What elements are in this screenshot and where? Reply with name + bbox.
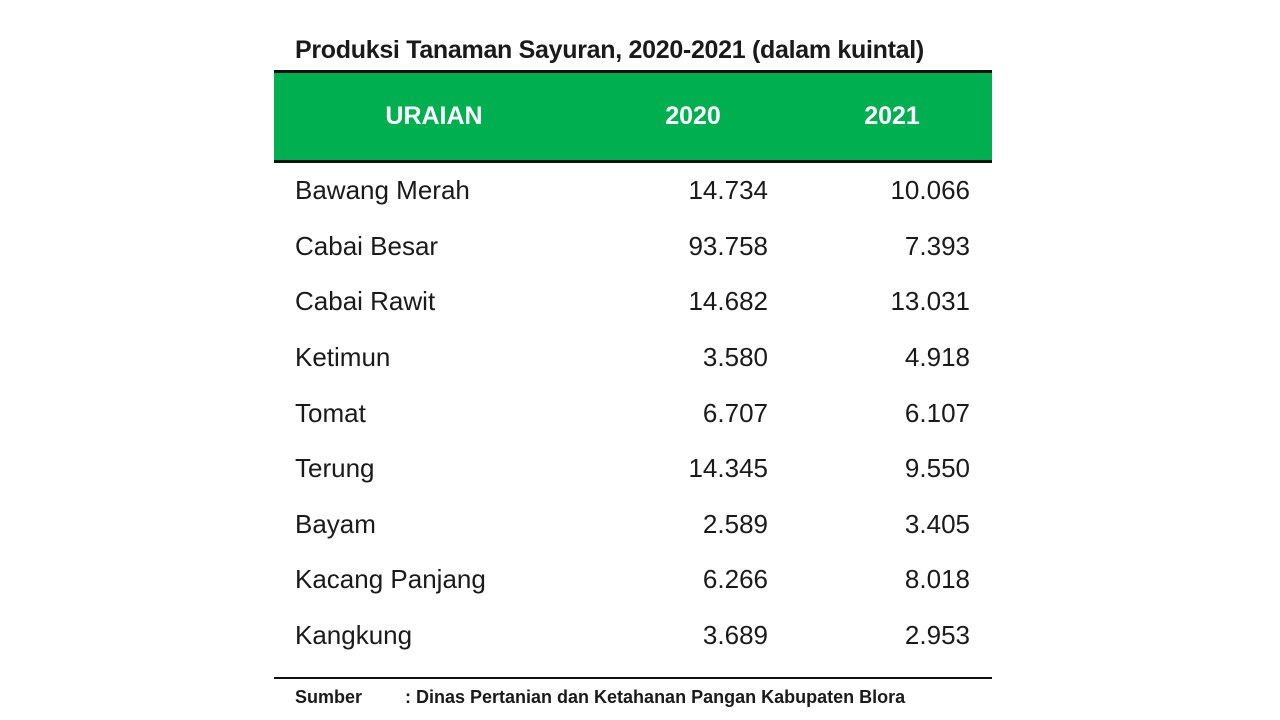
header-2021: 2021 — [864, 102, 920, 130]
row-value-2020: 14.345 — [688, 453, 768, 484]
table-row: Tomat 6.707 6.107 — [274, 385, 992, 441]
row-name: Tomat — [295, 397, 366, 428]
table-row: Bawang Merah 14.734 10.066 — [274, 163, 992, 219]
table-row: Bayam 2.589 3.405 — [274, 497, 992, 553]
row-value-2021: 2.953 — [904, 620, 970, 651]
document: Produksi Tanaman Sayuran, 2020-2021 (dal… — [274, 30, 992, 709]
row-value-2021: 9.550 — [904, 453, 970, 484]
table-row: Terung 14.345 9.550 — [274, 441, 992, 497]
row-name: Cabai Rawit — [295, 286, 436, 317]
row-name: Kacang Panjang — [295, 564, 486, 595]
table-row: Kacang Panjang 6.266 8.018 — [274, 552, 992, 608]
row-value-2021: 13.031 — [890, 286, 970, 317]
row-name: Bayam — [295, 508, 376, 539]
row-name: Cabai Besar — [295, 230, 439, 261]
row-value-2021: 6.107 — [904, 397, 970, 428]
header-rule — [274, 160, 992, 163]
row-value-2020: 6.707 — [702, 397, 768, 428]
table-header: URAIAN 2020 2021 — [274, 73, 992, 160]
header-2020: 2020 — [665, 102, 721, 130]
bottom-rule — [274, 677, 992, 680]
production-table: URAIAN 2020 2021 Bawang Merah 14.734 10.… — [274, 73, 992, 663]
source-text: : Dinas Pertanian dan Ketahanan Pangan K… — [405, 687, 906, 708]
row-value-2020: 14.734 — [688, 175, 768, 206]
row-name: Kangkung — [295, 620, 413, 651]
table-body: Bawang Merah 14.734 10.066 Cabai Besar 9… — [274, 160, 992, 663]
table-title: Produksi Tanaman Sayuran, 2020-2021 (dal… — [295, 36, 924, 64]
top-rule — [274, 70, 992, 73]
row-value-2021: 8.018 — [904, 564, 970, 595]
row-value-2020: 14.682 — [688, 286, 768, 317]
table-row: Cabai Rawit 14.682 13.031 — [274, 274, 992, 330]
row-value-2021: 10.066 — [890, 175, 970, 206]
row-value-2020: 2.589 — [702, 508, 768, 539]
source-label: Sumber — [295, 687, 363, 708]
row-value-2021: 4.918 — [904, 342, 970, 373]
row-value-2020: 93.758 — [688, 230, 768, 261]
header-row: URAIAN 2020 2021 — [274, 73, 992, 160]
source-note: Sumber : Dinas Pertanian dan Ketahanan Pa… — [295, 685, 992, 709]
row-name: Bawang Merah — [295, 175, 470, 206]
row-value-2021: 7.393 — [904, 230, 970, 261]
table-row: Cabai Besar 93.758 7.393 — [274, 219, 992, 275]
row-value-2020: 6.266 — [702, 564, 768, 595]
row-value-2020: 3.580 — [702, 342, 768, 373]
row-value-2021: 3.405 — [904, 508, 970, 539]
table-row: Kangkung 3.689 2.953 — [274, 608, 992, 664]
row-value-2020: 3.689 — [702, 620, 768, 651]
row-name: Ketimun — [295, 342, 391, 373]
header-uraian: URAIAN — [385, 102, 483, 130]
table-row: Ketimun 3.580 4.918 — [274, 330, 992, 386]
row-name: Terung — [295, 453, 375, 484]
